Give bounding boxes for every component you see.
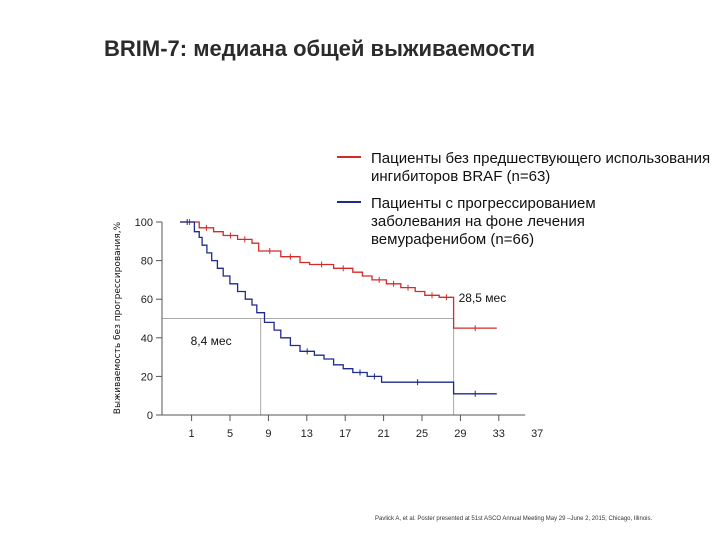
chart-axes: 0 20 40 60 80 100 1 5 9 13 17 21 25 29 33 37 (135, 217, 544, 440)
y-axis-label: Выживаемость без прогрессирования,% (113, 221, 123, 414)
x-tick-label: 5 (227, 428, 233, 440)
x-tick-label: 25 (416, 428, 428, 440)
annotations: 28,5 мес 8,4 мес (191, 291, 507, 348)
median-guide-lines (162, 318, 455, 415)
x-tick-label: 13 (301, 428, 313, 440)
legend-entry-series-2: Пациенты с прогрессированием заболевания… (371, 195, 596, 248)
x-tick-label: 9 (265, 428, 271, 440)
x-tick-label: 37 (531, 428, 543, 440)
y-tick-label: 0 (147, 410, 153, 422)
y-tick-label: 20 (141, 371, 153, 383)
x-tick-label: 21 (377, 428, 389, 440)
y-tick-label: 40 (141, 333, 153, 345)
x-tick-label: 29 (454, 428, 466, 440)
legend-entry-series-1: Пациенты без предшествующего использован… (371, 150, 711, 185)
median-annotation: 8,4 мес (191, 334, 232, 348)
legend-swatches (337, 156, 361, 203)
slide-title: BRIM-7: медиана общей выживаемости (104, 36, 536, 61)
footnote: Pavlick A, et al. Poster presented at 51… (375, 516, 653, 522)
y-tick-label: 100 (135, 217, 153, 229)
series-line-2 (180, 221, 497, 395)
x-tick-label: 17 (339, 428, 351, 440)
y-tick-label: 60 (141, 294, 153, 306)
y-tick-label: 80 (141, 256, 153, 268)
series-layer (180, 219, 497, 397)
median-annotation: 28,5 мес (459, 291, 507, 305)
x-tick-label: 1 (189, 428, 195, 440)
x-tick-label: 33 (493, 428, 505, 440)
